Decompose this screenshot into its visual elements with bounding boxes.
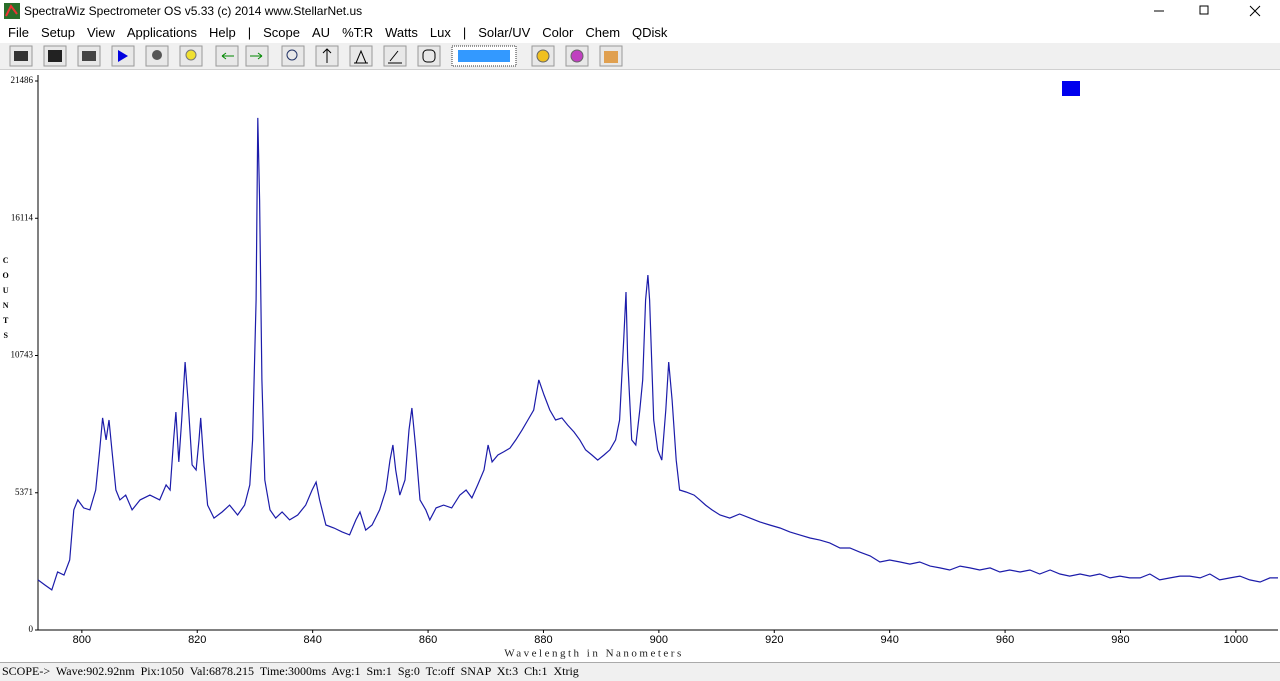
y-tick-label: 10743 [11,350,34,360]
menu-item[interactable]: Solar/UV [478,25,531,40]
menu-item[interactable]: QDisk [632,25,668,40]
x-tick-label: 920 [765,634,783,646]
x-tick-label: 860 [419,634,437,646]
x-tick-label: 980 [1111,634,1129,646]
window-title: SpectraWiz Spectrometer OS v5.33 (c) 201… [24,4,363,18]
x-tick-label: 1000 [1224,634,1248,646]
y-tick-label: 16114 [11,212,34,222]
menu-item[interactable]: Watts [385,25,418,40]
menu-item[interactable]: Lux [429,25,451,40]
close[interactable] [1249,5,1261,17]
app-icon [4,3,20,19]
title-bar: SpectraWiz Spectrometer OS v5.33 (c) 201… [0,0,1280,22]
y-tick-label: 5371 [15,487,33,497]
x-tick-label: 960 [996,634,1014,646]
legend-swatch [1062,81,1080,96]
x-tick-label: 820 [188,634,206,646]
toolbar [0,43,1280,70]
menu-item[interactable]: AU [312,25,331,40]
x-axis-label: Wavelength in Nanometers [504,648,683,660]
menu-item[interactable]: View [86,25,115,40]
y-tick-label: 0 [29,624,34,634]
spectrum-line [37,117,1278,591]
x-tick-label: 940 [880,634,898,646]
x-tick-label: 880 [534,634,552,646]
menu-item[interactable]: Chem [585,25,621,40]
window-controls[interactable] [1140,0,1280,22]
menu-item: | [462,25,467,40]
menu-item[interactable]: Setup [40,25,75,40]
x-tick-label: 800 [73,634,91,646]
menu-item[interactable]: Applications [126,25,197,40]
y-axis-label: COUNTS [1,256,10,346]
x-tick-label: 900 [650,634,668,646]
menu-item[interactable]: Help [209,25,236,40]
menu-item: | [247,25,252,40]
menu-item[interactable]: %T:R [342,25,374,40]
restore[interactable] [1199,5,1209,15]
toolbar-icons[interactable] [0,43,640,70]
x-tick-label: 840 [303,634,321,646]
menu-item[interactable]: Scope [263,25,301,40]
chart: Wavelength in Nanometers COUNTS 0 5371 107… [1,75,1278,660]
menu-bar: File Setup View Applications Help | Scope AU %T:… [0,22,1280,43]
y-tick-label: 21486 [11,75,34,85]
status-bar: SCOPE-> Wave:902.92nm Pix:1050 Val:6878.… [0,662,1280,681]
menu-item[interactable]: Color [542,25,574,40]
menu-item[interactable]: File [8,25,29,40]
